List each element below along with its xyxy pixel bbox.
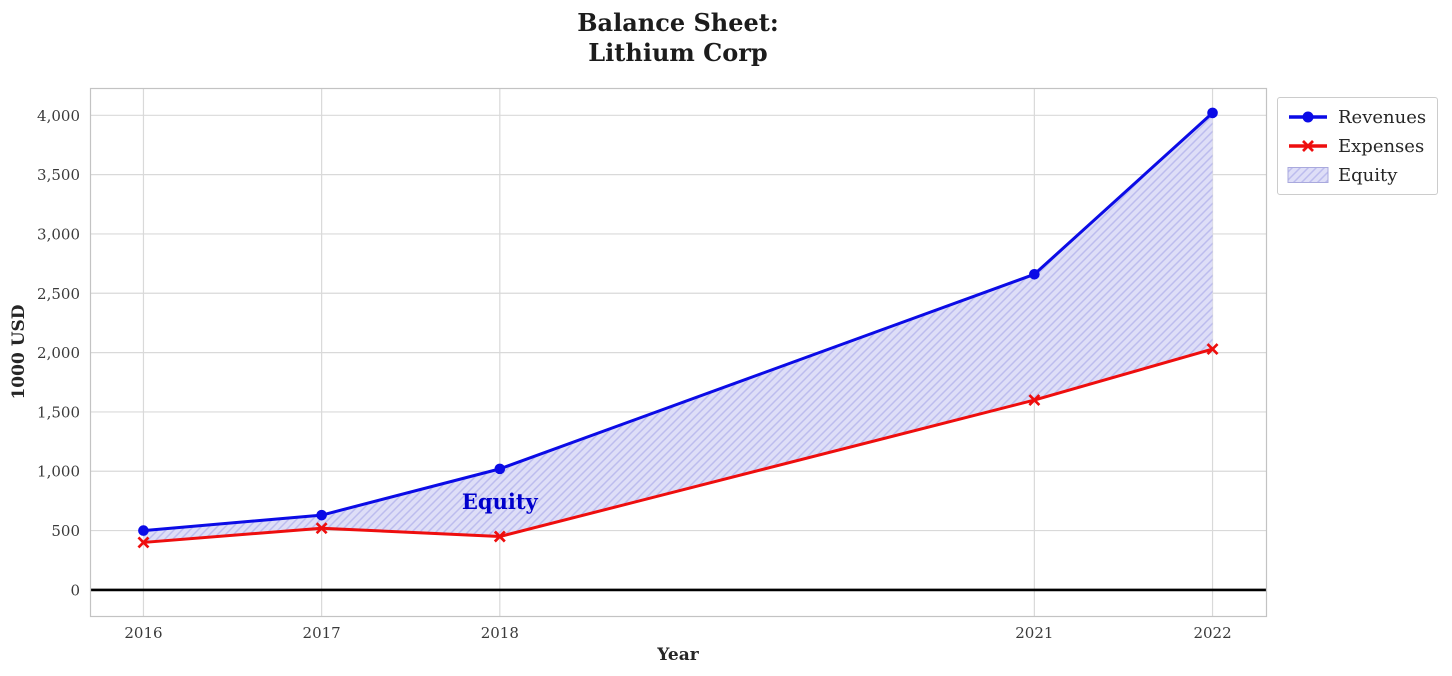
y-tick-label: 1,000 [37, 463, 80, 481]
legend-item-expenses: Expenses [1287, 134, 1426, 158]
legend-label: Revenues [1338, 106, 1427, 128]
revenues-marker [1207, 107, 1218, 119]
expenses-marker [137, 536, 150, 549]
x-tick-label: 2018 [481, 624, 519, 642]
legend-item-revenues: Revenues [1287, 105, 1426, 129]
legend-x-marker [1302, 140, 1314, 152]
plot-border [89, 87, 1268, 618]
legend-item-equity: Equity [1287, 163, 1426, 187]
y-tick-label: 3,000 [37, 225, 80, 243]
expenses-marker [1028, 394, 1041, 407]
legend: Revenues Expenses Equity [1277, 97, 1439, 195]
revenues-marker [316, 509, 327, 521]
legend-patch [1287, 167, 1329, 183]
expenses-marker [493, 530, 506, 543]
chart-title: Balance Sheet: Lithium Corp [577, 8, 779, 68]
x-tick-label: 2016 [124, 624, 162, 642]
y-tick-label: 2,000 [37, 344, 80, 362]
expenses-marker [315, 522, 328, 535]
equity-fill-area [143, 112, 1213, 543]
y-tick-label: 3,500 [37, 166, 80, 184]
x-tick-label: 2017 [303, 624, 341, 642]
legend-circle-marker [1302, 111, 1314, 123]
x-tick-label: 2021 [1015, 624, 1053, 642]
legend-label: Expenses [1338, 135, 1425, 157]
expenses-marker [1206, 343, 1219, 355]
revenues-marker [494, 463, 506, 475]
y-tick-label: 0 [70, 581, 80, 599]
y-tick-label: 2,500 [37, 285, 80, 303]
x-axis-label: Year [657, 645, 699, 665]
legend-revenues-swatch-icon [1289, 111, 1327, 123]
equity-annotation: Equity [462, 489, 539, 514]
y-tick-label: 4,000 [37, 107, 80, 125]
legend-label: Equity [1338, 164, 1398, 186]
y-tick-label: 500 [51, 522, 80, 540]
y-tick-label: 1,500 [37, 403, 80, 421]
revenues-marker [138, 525, 149, 536]
legend-expenses-swatch-icon [1289, 140, 1327, 152]
x-tick-label: 2022 [1193, 624, 1231, 642]
legend-equity-swatch-icon [1287, 167, 1329, 183]
revenues-marker [1029, 268, 1040, 280]
